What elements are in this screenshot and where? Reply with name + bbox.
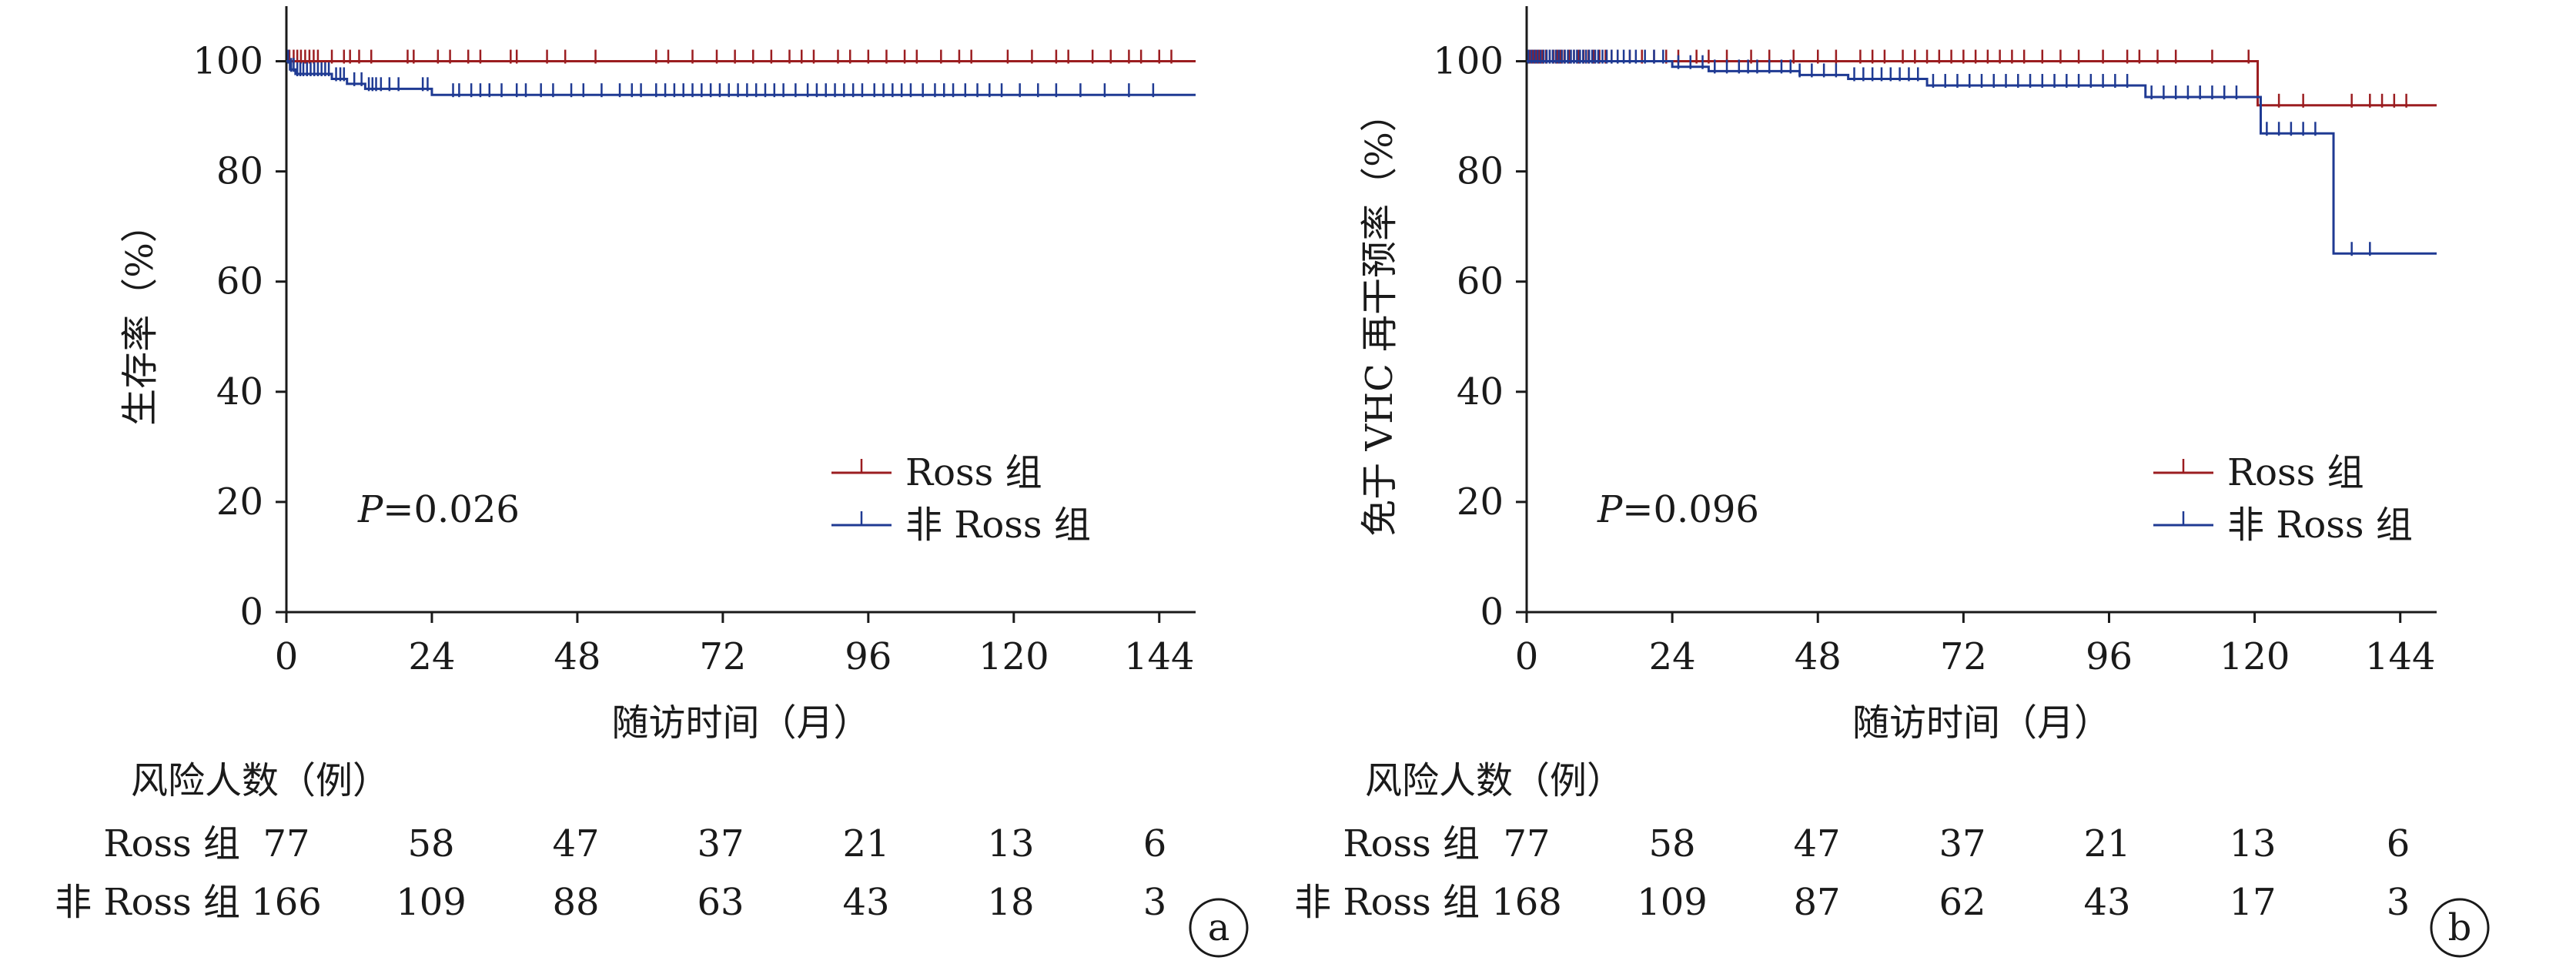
risk-table: 风险人数（例） Ross 组 77 58 47 37 21 13 6 非 Ross 组 168 109… <box>1294 759 2410 924</box>
risk-count: 47 <box>1793 822 1840 865</box>
risk-count: 88 <box>552 881 599 924</box>
risk-count: 6 <box>1143 822 1167 865</box>
risk-row-label: 非 Ross 组 <box>1294 881 1480 924</box>
risk-count: 77 <box>1503 822 1550 865</box>
legend-label: Ross 组 <box>905 451 1042 494</box>
panel-label-circle <box>1189 898 1249 958</box>
risk-row-label: 非 Ross 组 <box>55 881 240 924</box>
risk-count: 37 <box>697 822 744 865</box>
risk-count: 168 <box>1491 881 1562 924</box>
risk-count: 87 <box>1793 881 1840 924</box>
p-value: =0.096 <box>1622 488 1759 531</box>
x-tick-label: 24 <box>1649 635 1696 678</box>
panel-label: b <box>2448 906 2472 949</box>
risk-count: 18 <box>987 881 1034 924</box>
risk-count: 3 <box>2387 881 2410 924</box>
risk-count: 58 <box>1648 822 1695 865</box>
x-axis-title: 随访时间（月） <box>611 701 870 745</box>
x-tick-label: 96 <box>2086 635 2133 678</box>
y-tick-label: 0 <box>239 591 263 634</box>
legend-label: 非 Ross 组 <box>2227 504 2413 547</box>
panel-a: 0 20 40 60 80 100 0 24 48 72 96 120 144 随访时间（月） 生存率（%）… <box>55 6 1249 958</box>
p-symbol: P <box>1597 488 1623 531</box>
y-tick-label: 60 <box>1457 260 1504 303</box>
risk-table: 风险人数（例） Ross 组 77 58 47 37 21 13 6 非 Ross 组 166 109… <box>55 759 1166 924</box>
km-curve <box>1527 60 2437 107</box>
x-tick-label: 72 <box>699 635 746 678</box>
risk-count: 43 <box>842 881 889 924</box>
risk-count: 43 <box>2083 881 2130 924</box>
x-tick-label: 144 <box>1124 635 1195 678</box>
p-value-label: P=0.026 <box>357 488 520 531</box>
km-curve <box>1527 60 2437 255</box>
x-tick-label: 120 <box>2220 635 2290 678</box>
x-tick-label: 72 <box>1940 635 1987 678</box>
panel-label: a <box>1208 906 1230 949</box>
series-1 <box>1527 49 2437 256</box>
risk-table-title: 风险人数（例） <box>131 759 390 802</box>
x-axis-title: 随访时间（月） <box>1852 701 2111 745</box>
panel-b: 0 20 40 60 80 100 0 24 48 72 96 120 144 随访时间（月） 免于 VHC… <box>1294 6 2490 958</box>
x-tick-label: 120 <box>979 635 1049 678</box>
y-tick-label: 100 <box>1433 40 1504 83</box>
risk-count: 109 <box>1637 881 1708 924</box>
y-tick-label: 60 <box>216 260 263 303</box>
risk-count: 17 <box>2229 881 2276 924</box>
x-tick-label: 48 <box>554 635 601 678</box>
risk-count: 21 <box>2083 822 2130 865</box>
risk-count: 21 <box>842 822 889 865</box>
risk-count: 58 <box>407 822 454 865</box>
risk-count: 77 <box>263 822 309 865</box>
y-tick-label: 20 <box>216 480 263 524</box>
risk-count: 37 <box>1939 822 1986 865</box>
risk-row-label: Ross 组 <box>1343 822 1480 865</box>
y-tick-label: 100 <box>192 40 263 83</box>
p-value: =0.026 <box>383 488 520 531</box>
series-1 <box>286 49 1196 98</box>
p-value-label: P=0.096 <box>1597 488 1759 531</box>
risk-count: 109 <box>396 881 467 924</box>
risk-count: 62 <box>1939 881 1986 924</box>
x-tick-label: 0 <box>1515 635 1539 678</box>
y-tick-label: 20 <box>1457 480 1504 524</box>
risk-count: 166 <box>251 881 322 924</box>
series-0 <box>286 49 1196 64</box>
risk-table-title: 风险人数（例） <box>1365 759 1624 802</box>
y-tick-label: 40 <box>1457 370 1504 413</box>
legend-label: Ross 组 <box>2227 451 2364 494</box>
risk-count: 47 <box>552 822 599 865</box>
x-tick-label: 96 <box>845 635 892 678</box>
y-axis-title: 免于 VHC 再干预率（%） <box>1358 95 1401 536</box>
x-tick-label: 144 <box>2365 635 2436 678</box>
legend-label: 非 Ross 组 <box>905 504 1091 547</box>
risk-count: 13 <box>2229 822 2276 865</box>
risk-row-label: Ross 组 <box>103 822 240 865</box>
legend: Ross 组非 Ross 组 <box>2153 451 2413 547</box>
y-axis-title: 生存率（%） <box>119 206 162 426</box>
x-tick-label: 48 <box>1795 635 1842 678</box>
x-tick-label: 0 <box>275 635 299 678</box>
risk-count: 6 <box>2387 822 2410 865</box>
y-tick-label: 80 <box>216 150 263 193</box>
p-symbol: P <box>357 488 383 531</box>
risk-count: 13 <box>987 822 1034 865</box>
x-tick-label: 24 <box>408 635 455 678</box>
y-tick-label: 0 <box>1480 591 1504 634</box>
risk-count: 63 <box>697 881 744 924</box>
y-tick-label: 40 <box>216 370 263 413</box>
legend: Ross 组非 Ross 组 <box>831 451 1091 547</box>
panel-label-circle <box>2430 898 2490 958</box>
y-tick-label: 80 <box>1457 150 1504 193</box>
risk-count: 3 <box>1143 881 1167 924</box>
